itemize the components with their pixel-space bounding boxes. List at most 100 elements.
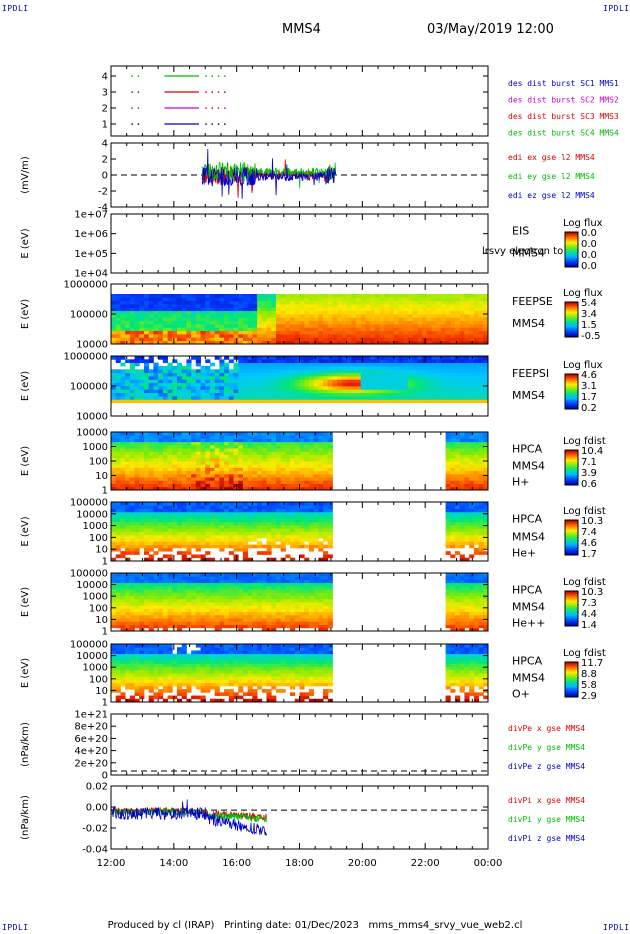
spectrogram-cell: [125, 461, 131, 465]
spectrogram-cell: [469, 369, 475, 374]
spectrogram-cell: [224, 538, 230, 542]
spectrogram-cell: [346, 362, 352, 367]
spectrogram-cell: [158, 614, 164, 619]
spectrogram-cell: [247, 448, 253, 452]
spectrogram-cell: [483, 435, 489, 439]
spectrogram-cell: [403, 396, 409, 400]
spectrogram-cell: [219, 310, 225, 315]
spectrogram-cell: [205, 557, 211, 562]
spectrogram-cell: [134, 573, 140, 577]
spectrogram-cell: [247, 464, 253, 468]
spectrogram-cell: [478, 448, 484, 452]
spectrogram-cell: [252, 502, 258, 506]
spectrogram-cell: [257, 327, 263, 332]
spectrogram-cell: [318, 511, 324, 516]
spectrogram-cell: [323, 314, 329, 318]
spectrogram-cell: [162, 598, 168, 603]
spectrogram-cell: [209, 307, 216, 312]
spectrogram-cell: [158, 356, 164, 360]
spectrogram-cell: [242, 454, 249, 459]
spectrogram-cell: [323, 528, 329, 532]
spectrogram-cell: [176, 464, 183, 468]
spectrogram-cell: [186, 528, 192, 532]
spectrogram-cell: [139, 521, 145, 526]
spectrogram-cell: [153, 614, 159, 619]
spectrogram-cell: [478, 551, 484, 555]
spectrogram-cell: [327, 356, 333, 360]
spectrogram-cell: [247, 538, 253, 542]
spectrogram-cell: [280, 444, 286, 449]
spectrogram-cell: [271, 470, 277, 475]
spectrogram-cell: [464, 324, 470, 328]
spectrogram-cell: [115, 324, 121, 328]
spectrogram-cell: [162, 521, 168, 526]
spectrogram-cell: [139, 334, 145, 338]
spectrogram-cell: [299, 438, 305, 443]
spectrogram-cell: [271, 457, 277, 462]
spectrogram-cell: [308, 464, 315, 468]
spectrogram-cell: [327, 369, 333, 374]
spectrogram-cell: [228, 511, 234, 516]
spectrogram-cell: [459, 473, 465, 478]
spectrogram-cell: [191, 534, 197, 539]
spectrogram-cell: [346, 369, 352, 374]
spectrogram-cell: [186, 327, 192, 332]
spectrogram-cell: [365, 382, 371, 387]
spectrogram-cell: [445, 366, 451, 370]
spectrogram-cell: [158, 432, 164, 436]
spectrogram-cell: [200, 432, 206, 436]
spectrogram-cell: [299, 444, 305, 449]
spectrogram-cell: [209, 340, 216, 345]
y-tick-label: 100000: [70, 498, 108, 509]
spectrogram-cell: [356, 399, 362, 404]
spectrogram-cell: [158, 595, 164, 600]
spectrogram-cell: [403, 337, 409, 342]
spectrogram-cell: [327, 372, 333, 377]
spectrogram-cell: [313, 441, 319, 446]
spectrogram-cell: [308, 389, 315, 394]
spectrogram-cell: [266, 441, 272, 446]
spectrogram-cell: [431, 324, 437, 328]
spectrogram-cell: [271, 369, 277, 374]
spectrogram-cell: [299, 435, 305, 439]
spectrogram-cell: [318, 444, 324, 449]
spectrogram-cell: [129, 467, 135, 472]
spectrogram-cell: [473, 451, 479, 455]
spectrogram-cell: [224, 327, 230, 332]
spectrogram-cell: [219, 441, 225, 446]
spectrogram-cell: [299, 307, 305, 312]
spectrogram-cell: [224, 444, 230, 449]
spectrogram-cell: [214, 356, 220, 360]
spectrogram-cell: [209, 369, 216, 374]
spectrogram-cell: [111, 327, 117, 332]
spectrogram-cell: [167, 379, 173, 384]
spectrogram-cell: [313, 359, 319, 364]
spectrogram-cell: [285, 467, 291, 472]
spectrogram-cell: [313, 300, 319, 305]
spectrogram-cell: [304, 461, 310, 465]
spectrogram-cell: [464, 508, 470, 513]
spectrogram-cell: [407, 369, 413, 374]
spectrogram-cell: [436, 320, 442, 325]
spectrogram-cell: [445, 304, 451, 308]
spectrogram-cell: [304, 486, 310, 491]
spectrogram-cell: [115, 614, 121, 619]
spectrogram-cell: [290, 330, 296, 335]
spectrogram-cell: [261, 480, 267, 484]
spectrogram-cell: [238, 470, 244, 475]
spectrogram-cell: [257, 473, 263, 478]
spectrogram-cell: [294, 340, 300, 345]
spectrogram-cell: [252, 451, 258, 455]
spectrogram-cell: [261, 544, 267, 549]
spectrogram-cell: [247, 528, 253, 532]
spectrogram-cell: [186, 366, 192, 370]
spectrogram-cell: [205, 544, 211, 549]
spectrogram-cell: [195, 502, 201, 506]
spectrogram-cell: [224, 534, 230, 539]
spectrogram-cell: [120, 473, 126, 478]
spectrogram-cell: [125, 457, 131, 462]
spectrogram-cell: [318, 337, 324, 342]
spectrogram-cell: [346, 334, 352, 338]
spectrogram-cell: [294, 483, 300, 488]
spectrogram-cell: [195, 511, 201, 516]
